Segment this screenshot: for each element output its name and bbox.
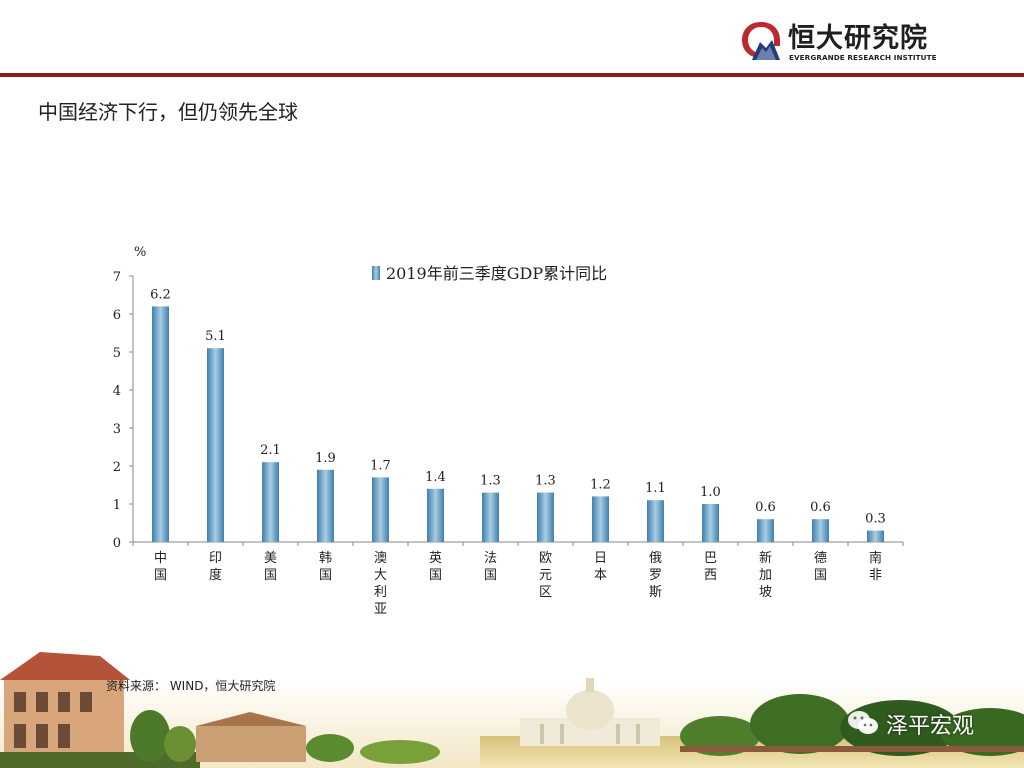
trees-illustration — [130, 710, 440, 764]
brand-name-en: EVERGRANDE RESEARCH INSTITUTE — [789, 53, 937, 62]
data-labels: 6.2 5.1 2.1 1.9 1.7 1.4 1.3 1.3 1.2 1.1 1.0 0.6 0.6 0… — [150, 287, 886, 526]
source-note: 资料来源： WIND，恒大研究院 — [106, 679, 276, 693]
x-category-label: 英国 — [429, 551, 442, 583]
legend-label: 2019年前三季度GDP累计同比 — [386, 264, 607, 283]
bar — [317, 469, 334, 542]
bars — [152, 306, 884, 542]
bar-data-label: 0.6 — [755, 500, 776, 515]
bar — [702, 504, 719, 542]
bar-data-label: 1.4 — [425, 470, 446, 485]
header-rule — [0, 73, 1024, 77]
bar-data-label: 1.7 — [370, 458, 391, 473]
y-tick-label: 2 — [113, 460, 121, 475]
bar — [537, 492, 554, 542]
brand-logo: 恒大研究院 EVERGRANDE RESEARCH INSTITUTE — [738, 14, 938, 66]
x-category-label: 韩国 — [319, 551, 332, 583]
x-category-label: 美国 — [264, 551, 277, 583]
bar — [207, 348, 224, 542]
y-axis-unit: % — [134, 245, 146, 260]
brand-name-cn: 恒大研究院 — [788, 23, 928, 54]
bar-data-label: 0.6 — [810, 500, 831, 515]
bar-data-label: 1.3 — [480, 474, 501, 489]
bar-data-label: 6.2 — [150, 287, 171, 302]
y-tick-label: 1 — [113, 498, 121, 513]
y-tick-label: 6 — [113, 308, 121, 323]
bar — [482, 492, 499, 542]
x-category-label: 法国 — [484, 551, 497, 583]
x-category-label: 巴西 — [704, 551, 717, 583]
bar-data-label: 1.1 — [645, 481, 666, 496]
page-title: 中国经济下行，但仍领先全球 — [38, 100, 298, 124]
y-tick-label: 3 — [113, 422, 121, 437]
y-tick-label: 0 — [113, 536, 121, 551]
bar-data-label: 5.1 — [205, 329, 226, 344]
bar — [152, 306, 169, 542]
evergrande-logo-icon — [742, 22, 780, 60]
capitol-illustration — [520, 678, 660, 746]
watermark: 泽平宏观 — [846, 706, 1016, 740]
bar — [812, 519, 829, 542]
bar-data-label: 1.3 — [535, 474, 556, 489]
footer-scenery — [0, 652, 1024, 768]
x-category-label: 印度 — [209, 551, 222, 583]
bar-data-label: 0.3 — [865, 512, 886, 527]
bar — [262, 462, 279, 542]
x-category-label: 新加坡 — [759, 550, 772, 600]
x-category-label: 澳大利亚 — [374, 550, 387, 617]
bar — [867, 530, 884, 542]
bar — [372, 477, 389, 542]
y-tick-label: 7 — [113, 270, 121, 285]
x-category-label: 日本 — [594, 551, 607, 583]
bar-data-label: 1.9 — [315, 451, 336, 466]
y-tick-label: 5 — [113, 346, 121, 361]
villa-illustration — [0, 652, 200, 768]
bar — [647, 500, 664, 542]
gdp-bar-chart: % 2019年前三季度GDP累计同比 0 1 2 3 4 5 6 7 6.2 5.1 2.1 1.9… — [113, 245, 904, 617]
x-axis-categories: 中国 印度 美国 韩国 澳大利亚 英国 法国 欧元区 日本 俄罗斯 巴西 新加坡 德国 南非 — [154, 550, 882, 617]
bar — [427, 488, 444, 542]
y-axis: 0 1 2 3 4 5 6 7 — [113, 270, 904, 551]
bar — [757, 519, 774, 542]
bar-data-label: 1.2 — [590, 477, 611, 492]
x-category-label: 南非 — [869, 550, 882, 583]
watermark-text: 泽平宏观 — [886, 714, 975, 739]
y-tick-label: 4 — [113, 384, 121, 399]
x-category-label: 中国 — [154, 551, 167, 583]
bar-data-label: 1.0 — [700, 485, 721, 500]
bar-data-label: 2.1 — [260, 443, 281, 458]
legend-swatch — [372, 266, 380, 280]
legend: 2019年前三季度GDP累计同比 — [372, 264, 607, 283]
forest-illustration — [680, 694, 1024, 756]
x-category-label: 俄罗斯 — [649, 551, 662, 600]
wechat-icon — [848, 711, 878, 734]
bar — [592, 496, 609, 542]
x-category-label: 德国 — [814, 551, 827, 583]
x-category-label: 欧元区 — [539, 551, 552, 600]
